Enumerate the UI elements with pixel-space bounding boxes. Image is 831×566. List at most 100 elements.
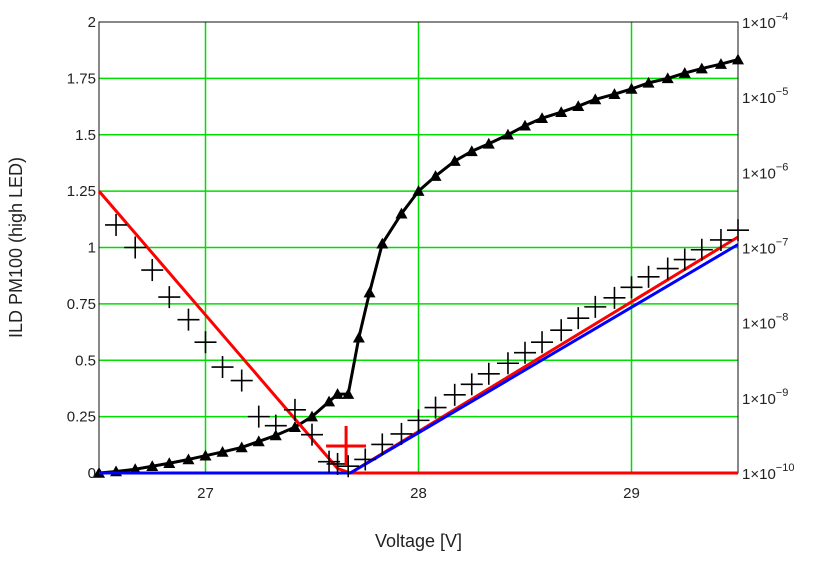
y-tick-label: 1.5 [75,127,96,144]
y-tick-label: 1.75 [67,70,96,87]
y-axis-label: ILD PM100 (high LED) [6,157,26,338]
triangle-marker [501,128,514,140]
triangle-marker [342,388,355,399]
triangle-marker [695,62,708,74]
triangle-marker [331,388,344,399]
triangle-marker [252,435,265,447]
triangle-marker [429,170,442,181]
triangle-marker [465,145,478,157]
plus-marker [673,248,696,271]
series-group [93,53,749,478]
plus-marker [620,276,643,299]
triangle-marker [323,395,336,407]
y-tick-label: 2 [88,14,96,31]
plus-marker [637,265,660,288]
plus-marker [105,213,128,236]
y2-tick-label: 1×10−4 [742,11,788,32]
triangle-marker [412,185,425,196]
y2-tick-label: 1×10−10 [742,462,794,483]
plus-marker [141,259,164,282]
triangle-marker [572,100,585,111]
y-tick-label: 1.25 [67,183,96,200]
plus-marker [603,286,626,309]
plus-marker [424,396,447,419]
plus-marker [158,286,181,309]
grid [99,22,738,473]
y-tick-label: 0.5 [75,352,96,369]
triangle-marker [482,137,495,149]
y-tick-label: 0 [88,465,96,482]
plus-marker [443,383,466,406]
triangle-marker [352,331,365,343]
plus-marker [337,455,360,478]
plus-marker [326,425,367,466]
y2-tick-label: 1×10−6 [742,161,788,182]
plus-marker [211,356,234,379]
left-axis-ticks: 0 0.25 0.5 0.75 1 1.25 1.5 1.75 2 [67,14,96,482]
plus-marker [177,308,200,331]
plus-marker [727,219,749,242]
plus-marker [264,414,287,437]
plus-marker [496,352,519,375]
x-tick-label: 27 [197,485,214,502]
triangle-marker [146,460,159,472]
triangle-marker [288,421,301,432]
triangle-marker [519,119,531,131]
triangle-marker [625,82,638,94]
plus-marker [247,405,270,428]
triangle-marker [589,93,602,105]
right-axis-ticks: 1×10−10 1×10−9 1×10−8 1×10−7 1×10−6 1×10−5 1×1… [742,11,794,483]
triangle-marker [732,53,744,65]
plus-marker [584,295,607,318]
y2-tick-label: 1×10−5 [742,86,788,107]
x-axis-label: Voltage [V] [375,531,462,551]
triangle-marker [235,441,248,453]
plus-marker [477,362,500,385]
plus-marker [460,373,483,396]
triangle-marker [395,207,408,219]
y2-tick-label: 1×10−7 [742,237,788,258]
triangle-marker [363,286,376,298]
plus-marker [550,319,573,342]
triangle-marker [608,88,621,99]
plus-marker [390,422,413,445]
plus-marker [514,341,536,364]
triangle-marker [306,410,318,422]
triangle-marker [216,445,229,457]
plus-marker [709,228,732,251]
plus-marker [301,423,323,446]
triangle-marker [199,449,212,461]
triangle-marker [163,457,176,469]
triangle-marker [376,237,389,249]
triangle-marker [714,58,727,69]
plus-marker [283,398,306,421]
y-tick-label: 0.25 [67,409,96,426]
bottom-axis-ticks: 27 28 29 [197,485,640,502]
plus-marker [690,238,713,261]
plus-marker [354,448,377,471]
plus-marker [318,450,341,473]
y-tick-label: 0.75 [67,296,96,313]
plus-marker [230,369,253,392]
triangle-marker [555,106,568,117]
plus-marker [407,409,430,432]
triangle-marker [182,453,195,465]
plus-marker [124,236,147,259]
plus-marker [656,257,679,280]
triangle-marker [642,76,655,88]
plus-marker [567,307,590,330]
triangle-marker [129,463,142,475]
y2-tick-label: 1×10−9 [742,387,788,408]
x-tick-label: 29 [623,485,640,502]
triangle-marker [448,155,461,166]
y2-tick-label: 1×10−8 [742,312,788,333]
triangle-marker [536,112,549,124]
x-tick-label: 28 [410,485,427,502]
plus-marker [531,331,554,354]
plus-marker [194,331,217,354]
y-tick-label: 1 [88,240,96,257]
series-line-3 [99,243,739,475]
triangle-marker [661,72,674,84]
